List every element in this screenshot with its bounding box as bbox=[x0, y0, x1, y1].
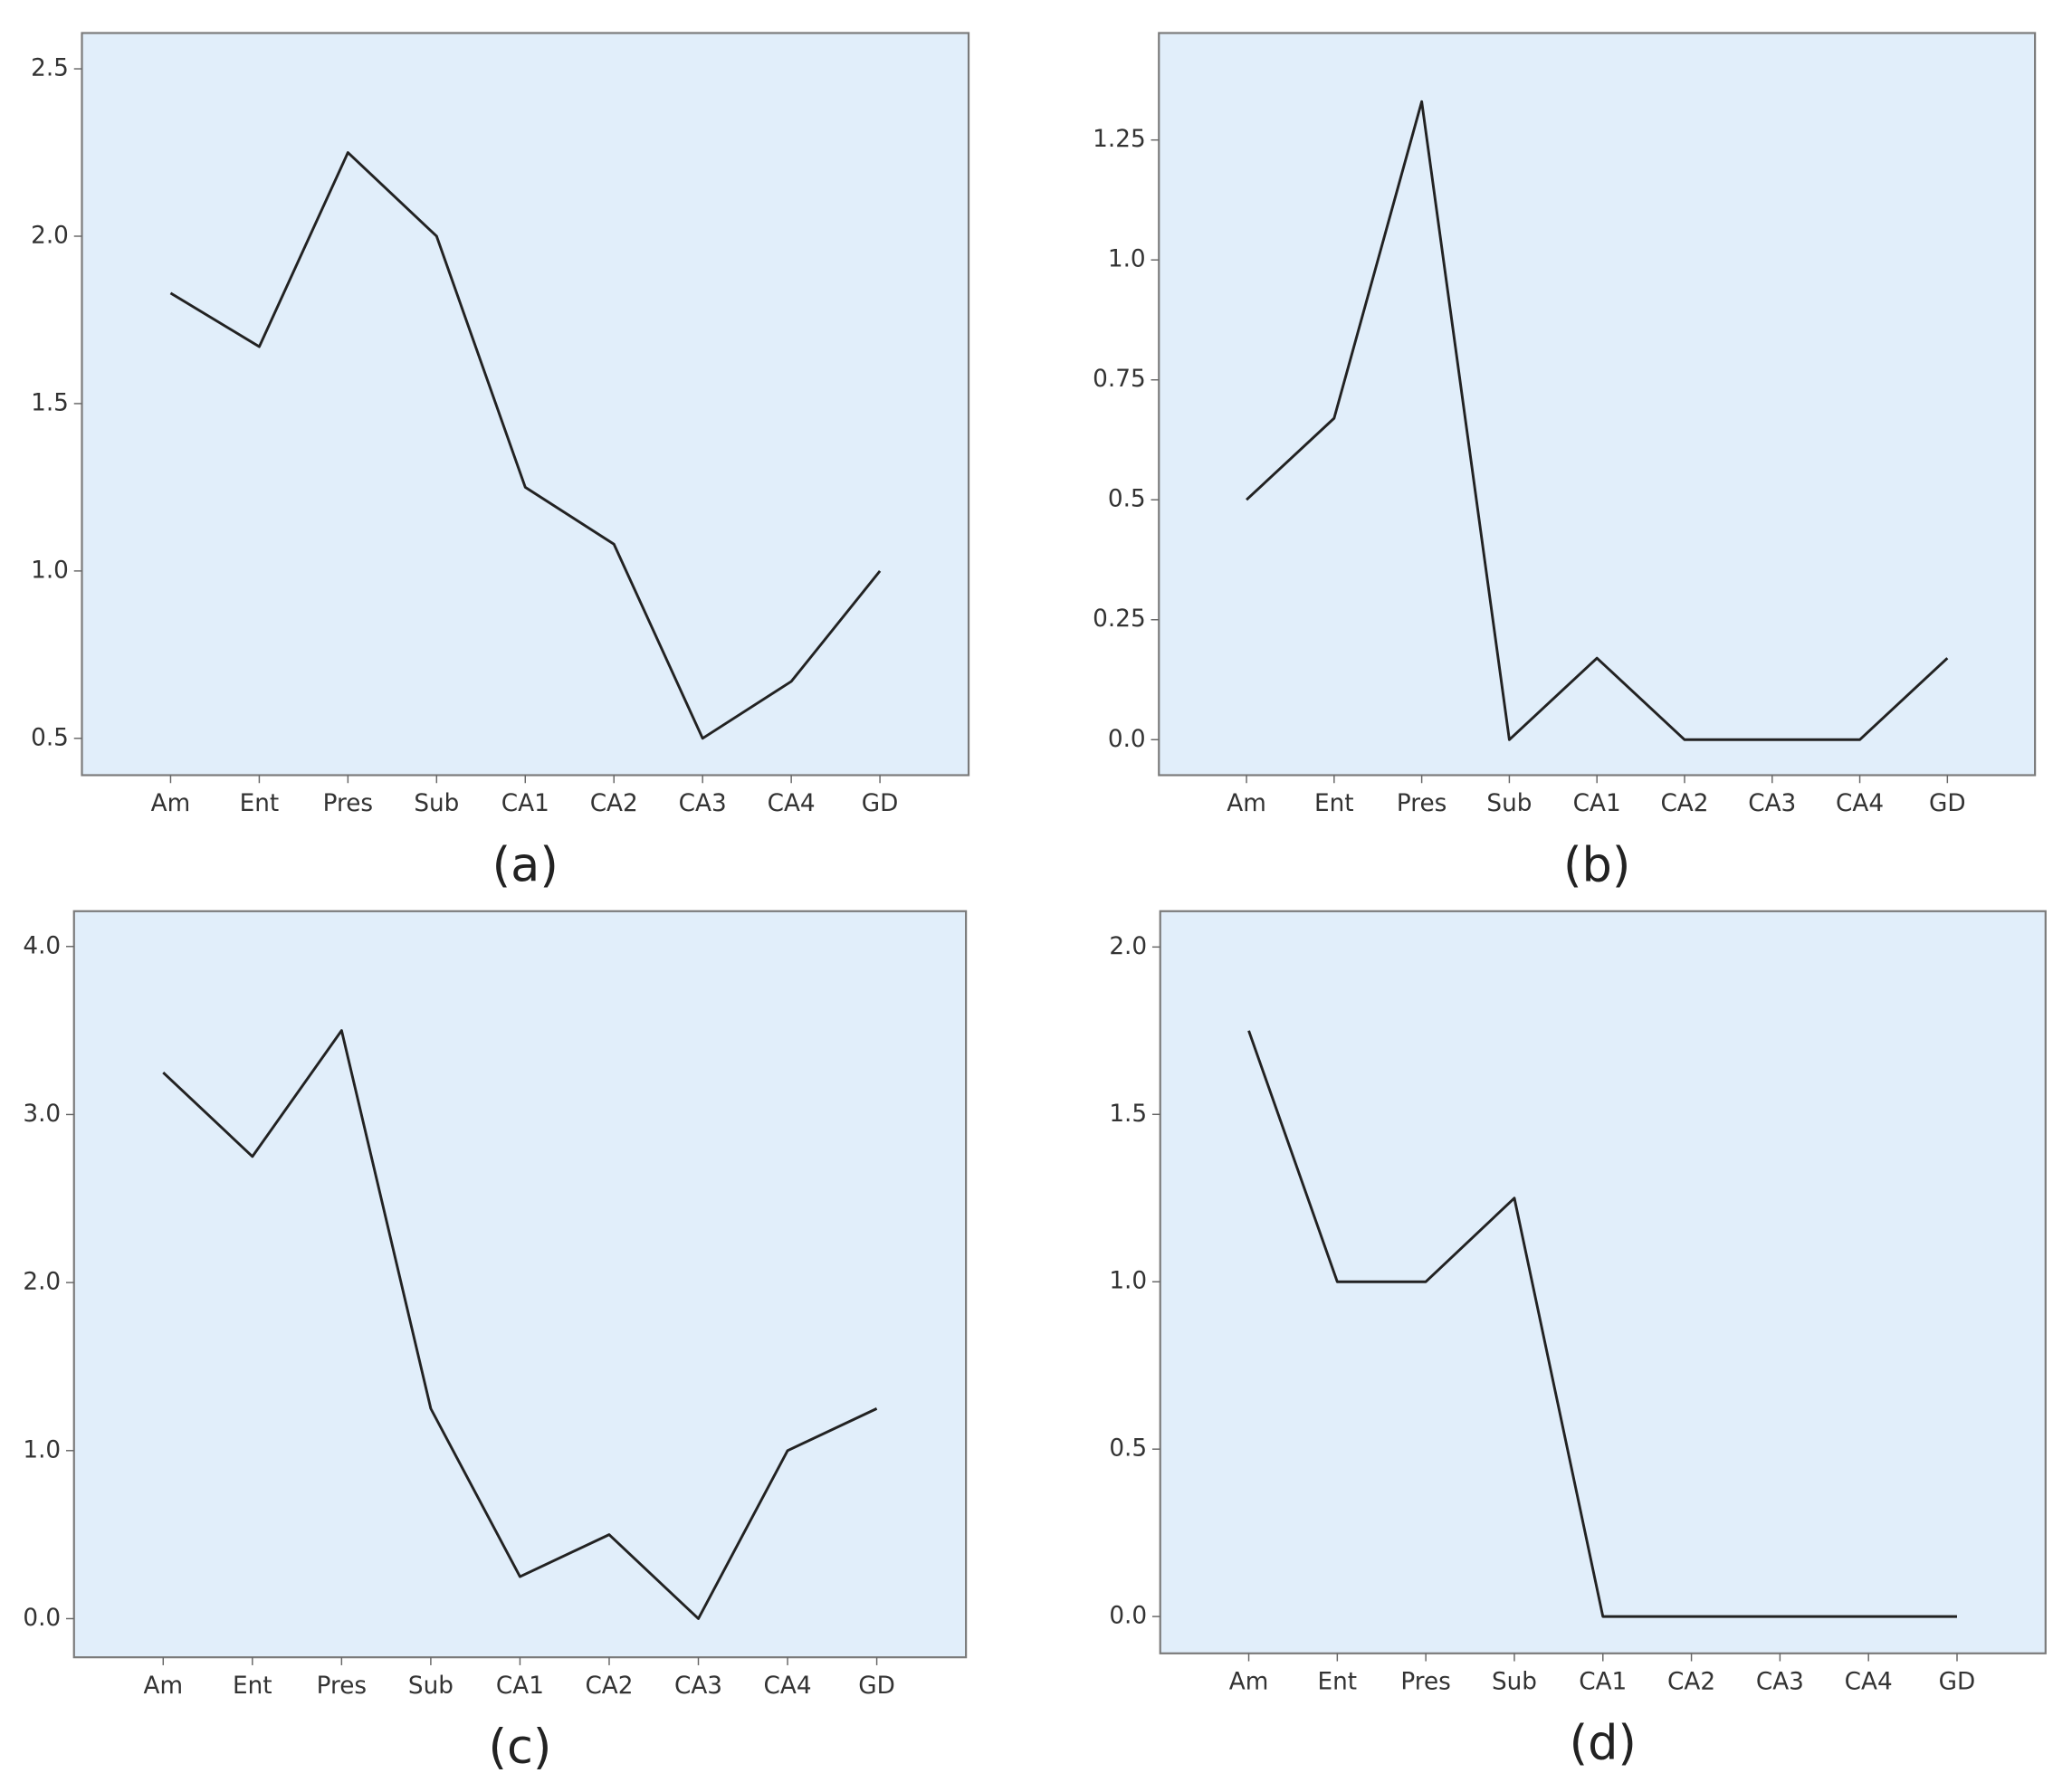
plot-area bbox=[72, 910, 968, 1659]
y-tick-label: 2.0 bbox=[23, 1269, 61, 1296]
x-tick-label: CA1 bbox=[496, 1673, 544, 1700]
x-tick-label: CA2 bbox=[590, 790, 638, 817]
x-tick-label: Sub bbox=[1486, 790, 1532, 817]
x-tick-label: Pres bbox=[317, 1673, 367, 1700]
x-tick-label: Ent bbox=[233, 1673, 272, 1700]
x-tick-label: GD bbox=[862, 790, 899, 817]
x-tick-label: CA2 bbox=[585, 1673, 633, 1700]
x-tick-label: Pres bbox=[1397, 790, 1447, 817]
x-tick-label: Ent bbox=[1318, 1668, 1358, 1695]
y-tick-label: 2.0 bbox=[1109, 933, 1147, 960]
y-tick-label: 1.5 bbox=[31, 389, 69, 416]
x-tick-label: CA3 bbox=[1756, 1668, 1804, 1695]
y-tick-label: 1.0 bbox=[1108, 246, 1146, 273]
x-tick-label: Am bbox=[151, 790, 191, 817]
x-tick-label: Pres bbox=[1400, 1668, 1450, 1695]
y-tick-label: 1.0 bbox=[31, 557, 69, 584]
x-tick-label: GD bbox=[1929, 790, 1966, 817]
x-tick-label: Am bbox=[144, 1673, 184, 1700]
y-tick-label: 2.0 bbox=[31, 222, 69, 249]
y-tick-label: 4.0 bbox=[23, 932, 61, 959]
x-tick-label: Sub bbox=[408, 1673, 454, 1700]
plot-area bbox=[1158, 32, 2037, 777]
x-tick-label: CA3 bbox=[674, 1673, 722, 1700]
x-tick-label: CA3 bbox=[1748, 790, 1796, 817]
y-tick-label: 0.5 bbox=[1109, 1435, 1147, 1463]
x-tick-label: CA2 bbox=[1660, 790, 1708, 817]
data-line bbox=[1247, 1030, 1957, 1618]
plot-area bbox=[1159, 910, 2047, 1654]
x-tick-label: Sub bbox=[414, 790, 459, 817]
x-tick-label: CA1 bbox=[501, 790, 549, 817]
x-tick-label: CA4 bbox=[1845, 1668, 1893, 1695]
y-tick-label: 1.5 bbox=[1109, 1101, 1147, 1128]
x-tick-label: Ent bbox=[240, 790, 280, 817]
x-tick-label: Am bbox=[1227, 790, 1266, 817]
y-tick-label: 1.0 bbox=[23, 1436, 61, 1463]
y-tick-label: 0.5 bbox=[31, 724, 69, 751]
x-tick-label: GD bbox=[1939, 1668, 1976, 1695]
data-line bbox=[169, 151, 882, 740]
y-tick-label: 0.25 bbox=[1093, 605, 1145, 633]
x-tick-label: Sub bbox=[1492, 1668, 1537, 1695]
y-tick-label: 0.0 bbox=[1108, 726, 1146, 753]
x-tick-label: CA1 bbox=[1573, 790, 1621, 817]
x-tick-label: CA2 bbox=[1667, 1668, 1715, 1695]
plot-area bbox=[81, 32, 970, 777]
x-tick-label: CA4 bbox=[764, 1673, 812, 1700]
caption: (d) bbox=[1570, 1716, 1637, 1771]
x-tick-label: CA4 bbox=[768, 790, 816, 817]
y-tick-label: 1.25 bbox=[1093, 126, 1145, 153]
caption: (c) bbox=[488, 1720, 551, 1775]
y-tick-label: 0.5 bbox=[1108, 486, 1146, 513]
x-tick-label: Pres bbox=[323, 790, 373, 817]
y-tick-label: 2.5 bbox=[31, 55, 69, 82]
x-tick-label: CA1 bbox=[1579, 1668, 1627, 1695]
caption: (a) bbox=[492, 837, 559, 892]
y-tick-label: 1.0 bbox=[1109, 1268, 1147, 1295]
x-tick-label: Am bbox=[1229, 1668, 1269, 1695]
x-tick-label: Ent bbox=[1314, 790, 1354, 817]
y-tick-label: 0.75 bbox=[1093, 366, 1145, 393]
x-tick-label: GD bbox=[858, 1673, 895, 1700]
y-tick-label: 0.0 bbox=[1109, 1603, 1147, 1630]
caption: (b) bbox=[1563, 837, 1630, 892]
x-tick-label: CA4 bbox=[1836, 790, 1884, 817]
data-line bbox=[162, 1029, 878, 1620]
y-tick-label: 3.0 bbox=[23, 1101, 61, 1128]
x-tick-label: CA3 bbox=[679, 790, 727, 817]
data-line bbox=[1246, 100, 1949, 741]
y-tick-label: 0.0 bbox=[23, 1605, 61, 1632]
